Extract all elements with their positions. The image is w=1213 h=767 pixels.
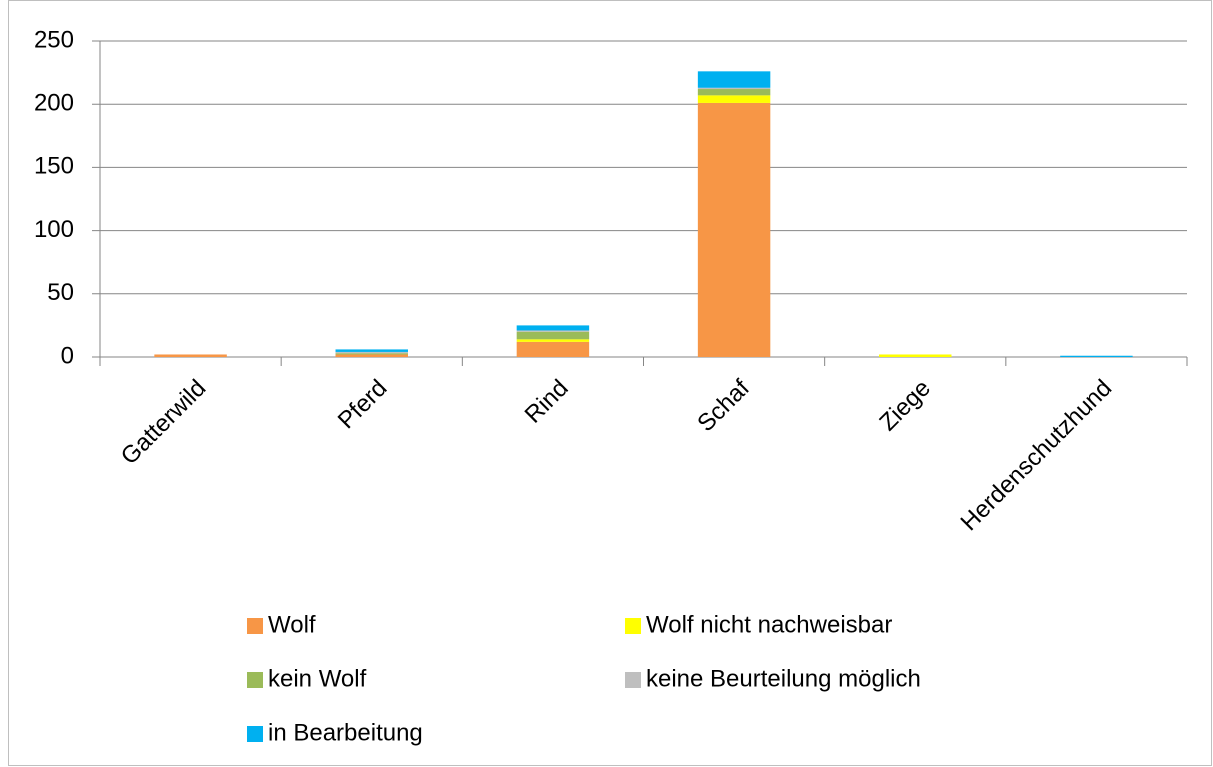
y-tick-label: 150 <box>34 153 74 180</box>
y-tick-label: 0 <box>61 342 74 369</box>
y-tick-label: 200 <box>34 90 74 117</box>
y-tick-label: 50 <box>47 279 74 306</box>
legend-swatch <box>625 618 641 634</box>
legend-swatch <box>247 618 263 634</box>
bar-segment <box>335 351 408 354</box>
bar-segment <box>879 354 952 357</box>
bar-segment <box>154 354 227 357</box>
bar-segment <box>516 331 590 340</box>
legend-swatch <box>625 672 641 688</box>
bar-segment <box>335 354 408 357</box>
y-tick-label: 250 <box>34 26 74 53</box>
bar-segment <box>516 325 590 331</box>
bar-segment <box>697 89 771 96</box>
legend-label: Wolf <box>268 611 316 638</box>
legend-label: keine Beurteilung möglich <box>646 665 921 692</box>
bar-segment <box>697 102 771 357</box>
legend-label: in Bearbeitung <box>268 719 423 746</box>
chart-frame <box>8 0 1212 766</box>
bar-segment <box>697 87 771 90</box>
bar-segment <box>697 95 771 103</box>
legend-swatch <box>247 672 263 688</box>
legend-swatch <box>247 726 263 742</box>
y-tick-label: 100 <box>34 216 74 243</box>
bar-segment <box>516 341 590 357</box>
bar-segment <box>516 330 590 332</box>
legend-label: Wolf nicht nachweisbar <box>646 611 892 638</box>
bar-segment <box>335 349 408 352</box>
bar-segment <box>1060 355 1133 357</box>
bar-segment <box>335 353 408 355</box>
legend-label: kein Wolf <box>268 665 367 692</box>
bar-segment <box>697 71 771 88</box>
bar-segment <box>516 339 590 342</box>
